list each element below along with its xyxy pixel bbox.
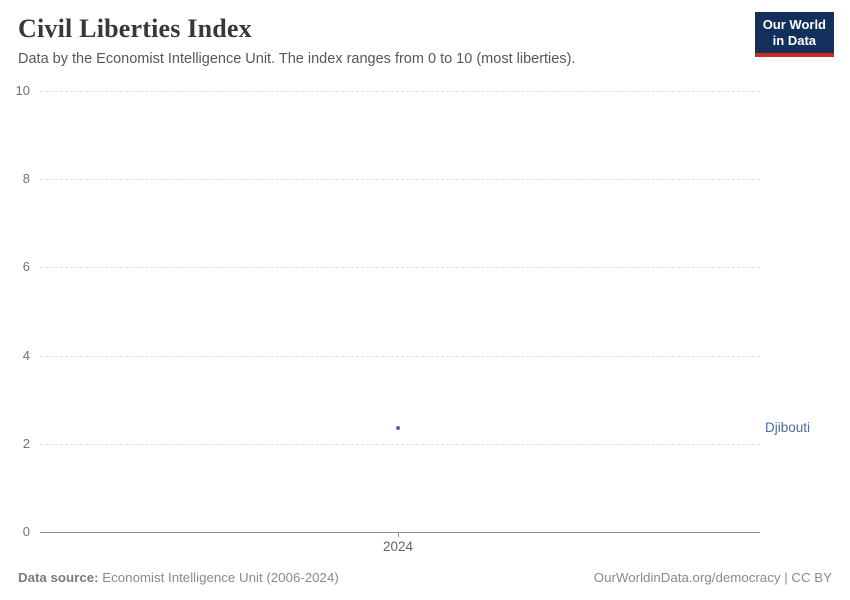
- x-tick-mark: [398, 532, 399, 537]
- x-axis-line: [40, 532, 760, 533]
- y-gridline: [40, 355, 760, 357]
- footer-license-link[interactable]: CC BY: [791, 570, 832, 585]
- data-source-label: Data source:: [18, 570, 99, 585]
- y-gridline: [40, 179, 760, 181]
- entity-label[interactable]: Djibouti: [765, 420, 811, 436]
- chart-title: Civil Liberties Index: [18, 14, 252, 43]
- y-tick-label: 4: [22, 347, 30, 363]
- data-point[interactable]: [396, 426, 400, 431]
- footer-credit: OurWorldinData.org/democracy | CC BY: [594, 570, 832, 585]
- chart-header: Civil Liberties Index Data by the Econom…: [18, 14, 740, 67]
- footer-separator: |: [780, 570, 792, 585]
- y-tick-label: 8: [22, 171, 30, 187]
- x-tick-label: 2024: [382, 539, 414, 554]
- owid-logo[interactable]: Our World in Data: [754, 12, 834, 57]
- y-tick-label: 2: [22, 435, 30, 451]
- y-gridline: [40, 443, 760, 445]
- y-gridline: [40, 91, 760, 92]
- y-tick-label: 6: [22, 259, 30, 275]
- y-gridline: [40, 267, 760, 269]
- owid-logo-line1: Our World: [762, 17, 826, 32]
- data-source-value: Economist Intelligence Unit (2006-2024): [98, 570, 339, 585]
- y-tick-label: 0: [22, 524, 30, 539]
- y-tick-label: 10: [15, 83, 30, 98]
- chart-subtitle: Data by the Economist Intelligence Unit.…: [18, 51, 576, 67]
- owid-logo-line2: in Data: [772, 33, 817, 48]
- footer-url-link[interactable]: OurWorldinData.org/democracy: [593, 570, 781, 585]
- chart-footer: Data source: Economist Intelligence Unit…: [18, 570, 832, 585]
- data-source-note: Data source: Economist Intelligence Unit…: [18, 570, 339, 585]
